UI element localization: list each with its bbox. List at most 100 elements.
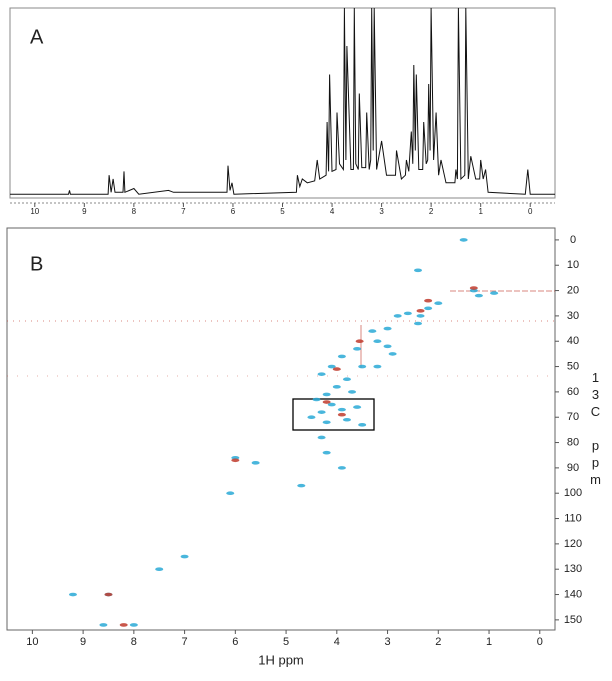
- cross-peak: [226, 491, 235, 496]
- x-tick-label: 3: [384, 636, 390, 648]
- cross-peak: [317, 410, 326, 414]
- cross-peak: [251, 461, 260, 465]
- x-tick-label: 9: [80, 636, 86, 648]
- cross-peak: [388, 352, 397, 356]
- cross-peak: [317, 372, 326, 376]
- cross-peak: [332, 367, 341, 371]
- panel-a-label: A: [30, 26, 44, 48]
- x-tick-label: 2: [429, 207, 434, 216]
- cross-peak: [99, 623, 108, 627]
- cross-peak: [414, 321, 422, 326]
- cross-peak: [119, 623, 128, 627]
- cross-peak: [342, 377, 351, 382]
- highlight-box: [292, 398, 375, 431]
- cross-peak: [337, 466, 346, 470]
- x-tick-label: 7: [181, 207, 186, 216]
- cross-peak: [332, 385, 341, 389]
- x-tick-label: 6: [232, 636, 238, 648]
- cross-peak: [416, 309, 425, 313]
- cross-peak: [231, 455, 240, 460]
- y-tick-label: 100: [564, 487, 582, 499]
- cross-peak: [474, 293, 483, 298]
- cross-peak: [155, 567, 164, 572]
- cross-peak: [129, 623, 138, 627]
- x-axis-label: 1H ppm: [258, 652, 304, 667]
- y-tick-label: 120: [564, 538, 582, 550]
- cross-peak: [317, 435, 326, 440]
- cross-peak: [327, 364, 336, 369]
- cross-peak: [180, 554, 189, 559]
- cross-peak: [322, 450, 331, 455]
- y-tick-label: 80: [567, 436, 579, 448]
- x-tick-label: 8: [132, 207, 137, 216]
- cross-peak: [414, 268, 422, 273]
- x-tick-label: 5: [280, 207, 285, 216]
- cross-peak: [416, 314, 425, 318]
- y-tick-label: 130: [564, 563, 582, 575]
- cross-peak: [358, 364, 367, 369]
- x-tick-label: 3: [379, 207, 384, 216]
- x-tick-label: 6: [231, 207, 236, 216]
- cross-peak: [383, 326, 392, 331]
- y-tick-label: 30: [567, 310, 579, 322]
- spectrum-line: [10, 7, 555, 195]
- cross-peak: [327, 402, 336, 407]
- cross-peak: [353, 405, 362, 409]
- y-tick-label: 110: [564, 512, 582, 524]
- cross-peak: [358, 423, 367, 427]
- cross-peak: [434, 301, 443, 306]
- cross-peak: [337, 354, 346, 359]
- x-tick-label: 9: [82, 207, 87, 216]
- cross-peak: [469, 288, 478, 293]
- x-tick-label: 0: [537, 636, 543, 648]
- x-tick-label: 4: [330, 207, 335, 216]
- cross-peak: [424, 306, 433, 311]
- cross-peak: [373, 339, 382, 344]
- cross-peak: [322, 392, 331, 397]
- cross-peak: [231, 458, 240, 463]
- y-axis-label: 13C ppm: [588, 370, 603, 489]
- cross-peak: [383, 344, 392, 349]
- y-tick-label: 50: [567, 360, 579, 372]
- cross-peak: [104, 592, 113, 597]
- x-tick-label: 1: [478, 207, 483, 216]
- x-tick-label: 0: [528, 207, 533, 216]
- cross-peak: [355, 339, 364, 344]
- cross-peak: [403, 311, 412, 316]
- cross-peak: [353, 347, 362, 351]
- y-tick-label: 40: [567, 335, 579, 347]
- cross-peak: [342, 417, 351, 422]
- cross-peak: [348, 390, 357, 394]
- x-tick-label: 2: [435, 636, 441, 648]
- x-tick-label: 10: [26, 636, 38, 648]
- x-tick-label: 4: [334, 636, 340, 648]
- cross-peak: [322, 420, 331, 425]
- y-tick-label: 150: [564, 614, 582, 626]
- x-tick-label: 8: [131, 636, 137, 648]
- x-tick-label: 5: [283, 636, 289, 648]
- cross-peak: [307, 415, 316, 420]
- cross-peak: [373, 364, 382, 369]
- cross-peak: [424, 298, 433, 303]
- x-tick-label: 7: [182, 636, 188, 648]
- y-tick-label: 60: [567, 386, 579, 398]
- cross-peak: [297, 483, 306, 488]
- cross-peak: [312, 397, 321, 402]
- y-tick-label: 140: [564, 588, 582, 600]
- y-tick-label: 70: [567, 411, 579, 423]
- cross-peak: [337, 412, 346, 417]
- y-tick-label: 90: [567, 462, 579, 474]
- x-tick-label: 1: [486, 636, 492, 648]
- y-tick-label: 10: [567, 259, 579, 271]
- x-tick-label: 10: [30, 207, 39, 216]
- panel-b-frame: [6, 227, 556, 631]
- cross-peak: [393, 314, 402, 318]
- panel-a-frame: [9, 7, 556, 199]
- panel-b-label: B: [30, 253, 43, 275]
- cross-peak: [322, 400, 331, 404]
- y-tick-label: 20: [567, 284, 579, 296]
- cross-peak: [68, 592, 77, 597]
- cross-peak: [469, 286, 478, 290]
